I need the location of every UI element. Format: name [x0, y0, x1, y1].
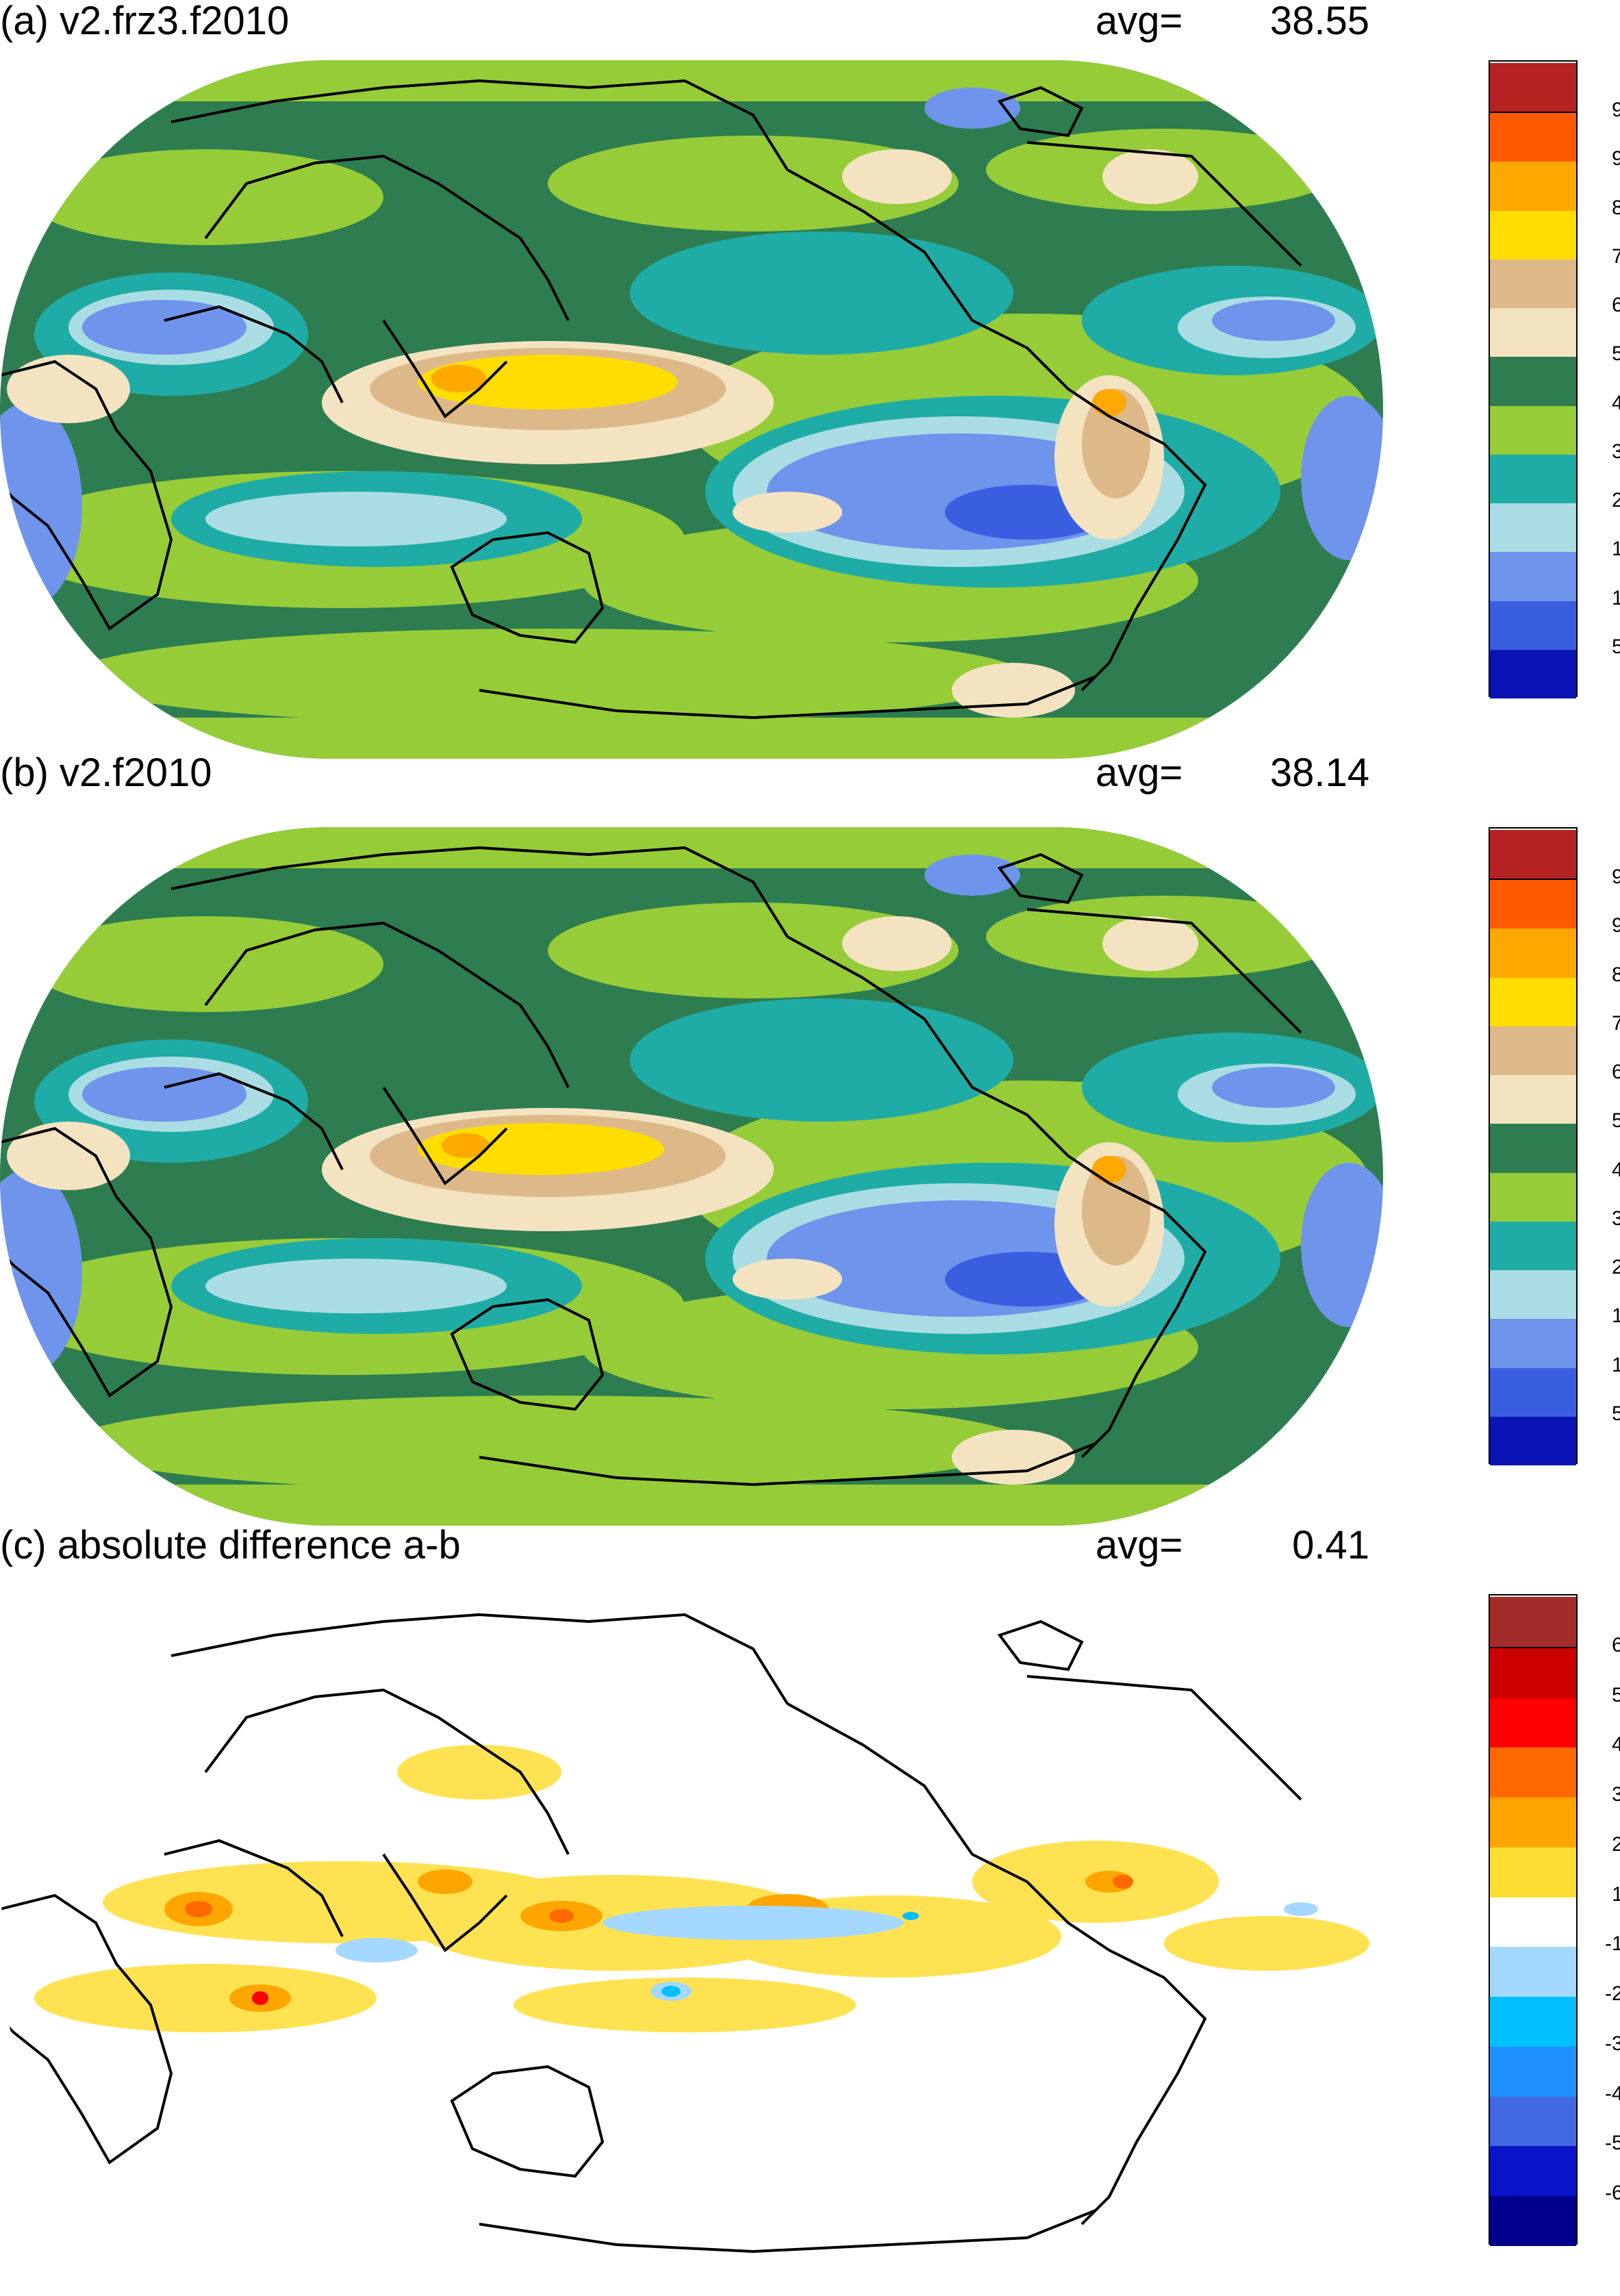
- colorbar-swatches: [1489, 60, 1578, 698]
- colorbar-swatch: [1490, 1269, 1576, 1320]
- colorbar-swatch: [1490, 502, 1576, 553]
- colorbar-tick-label: 90: [1612, 914, 1620, 937]
- colorbar-swatch: [1490, 2095, 1576, 2147]
- colorbar-swatch: [1490, 63, 1576, 112]
- colorbar-tick-label: 3: [1612, 1783, 1620, 1806]
- colorbar-swatch: [1490, 1796, 1576, 1847]
- colorbar-tick-label: 95: [1612, 866, 1620, 889]
- colorbar-tick-label: 2: [1612, 1832, 1620, 1856]
- colorbar-tick-label: 30: [1612, 440, 1620, 463]
- colorbar-tick-label: 40: [1612, 1158, 1620, 1181]
- colorbar-swatch: [1490, 1074, 1576, 1124]
- colorbar-tick-label: 1: [1612, 1882, 1620, 1906]
- colorbar-tick-label: 5: [1612, 1402, 1620, 1425]
- colorbar-tick-label: 5: [1612, 1683, 1620, 1706]
- colorbar-swatch: [1490, 599, 1576, 650]
- colorbar-swatch: [1490, 1171, 1576, 1222]
- colorbar-tick-label: 20: [1612, 489, 1620, 512]
- map-a: [0, 60, 1383, 759]
- colorbar-swatch: [1490, 2195, 1576, 2246]
- panel-title: (a) v2.frz3.f2010: [0, 0, 290, 43]
- colorbar-tick-label: -5: [1605, 2132, 1620, 2155]
- colorbar-tick-label: 70: [1612, 244, 1620, 268]
- colorbar-tick-label: 6: [1612, 1633, 1620, 1656]
- colorbar-swatch: [1490, 648, 1576, 698]
- colorbar-swatch: [1490, 1895, 1576, 1947]
- avg-label: avg=: [1096, 0, 1183, 43]
- colorbar-swatch: [1490, 976, 1576, 1026]
- panel-title: (b) v2.f2010: [0, 750, 212, 795]
- panel-title: (c) absolute difference a-b: [0, 1523, 461, 1567]
- colorbar-swatch: [1490, 1220, 1576, 1271]
- colorbar-tick-label: 95: [1612, 99, 1620, 122]
- colorbar-b: 5 10 15 20 30 40 50 60 70 80 90 95: [1489, 827, 1620, 1465]
- colorbar-swatch: [1490, 927, 1576, 978]
- colorbar-tick-label: 15: [1612, 538, 1620, 561]
- map-b: [0, 827, 1383, 1526]
- colorbar-tick-label: 30: [1612, 1207, 1620, 1230]
- colorbar-swatch: [1490, 453, 1576, 504]
- colorbar-tick-label: 10: [1612, 1353, 1620, 1376]
- colorbar-swatch: [1490, 112, 1576, 162]
- colorbar-swatch: [1490, 879, 1576, 929]
- colorbar-tick-label: 50: [1612, 342, 1620, 366]
- colorbar-swatch: [1490, 355, 1576, 406]
- colorbar-swatch: [1490, 1597, 1576, 1647]
- colorbar-swatch: [1490, 1995, 1576, 2047]
- colorbar-swatch: [1490, 257, 1576, 309]
- colorbar-swatch: [1490, 2145, 1576, 2197]
- colorbar-swatch: [1490, 1646, 1576, 1698]
- colorbar-swatches: [1489, 1594, 1578, 2246]
- colorbar-swatch: [1490, 404, 1576, 455]
- colorbar-swatch: [1490, 1746, 1576, 1798]
- avg-label: avg=: [1096, 750, 1183, 795]
- colorbar-swatch: [1490, 1415, 1576, 1465]
- colorbar-swatch: [1490, 1317, 1576, 1368]
- avg-value: 38.14: [1269, 750, 1369, 795]
- avg-label: avg=: [1096, 1523, 1183, 1567]
- colorbar-swatches: [1489, 827, 1578, 1465]
- colorbar-tick-label: 40: [1612, 391, 1620, 414]
- colorbar-swatch: [1490, 1122, 1576, 1173]
- colorbar-c: -6 -5 -4 -3 -2 -1 1 2 3 4 5 6: [1489, 1594, 1620, 2246]
- colorbar-swatch: [1490, 1366, 1576, 1417]
- colorbar-tick-label: 60: [1612, 1061, 1620, 1084]
- colorbar-tick-label: -1: [1605, 1932, 1620, 1956]
- colorbar-swatch: [1490, 160, 1576, 211]
- colorbar-tick-label: 80: [1612, 196, 1620, 219]
- colorbar-a: 5 10 15 20 30 40 50 60 70 80 90 95: [1489, 60, 1620, 698]
- colorbar-tick-label: 80: [1612, 963, 1620, 986]
- colorbar-tick-label: 50: [1612, 1109, 1620, 1133]
- colorbar-tick-label: -2: [1605, 1982, 1620, 2006]
- colorbar-tick-label: -6: [1605, 2182, 1620, 2205]
- colorbar-tick-label: 10: [1612, 586, 1620, 609]
- colorbar-swatch: [1490, 2045, 1576, 2097]
- colorbar-swatch: [1490, 307, 1576, 357]
- avg-value: 38.55: [1269, 0, 1369, 43]
- map-c: [0, 1594, 1383, 2293]
- colorbar-tick-label: 20: [1612, 1256, 1620, 1279]
- colorbar-swatch: [1490, 209, 1576, 260]
- colorbar-tick-label: 4: [1612, 1733, 1620, 1756]
- colorbar-swatch: [1490, 1024, 1576, 1076]
- colorbar-tick-label: 90: [1612, 147, 1620, 171]
- colorbar-tick-label: 70: [1612, 1011, 1620, 1035]
- colorbar-tick-label: 60: [1612, 294, 1620, 317]
- colorbar-tick-label: -4: [1605, 2082, 1620, 2105]
- colorbar-tick-label: -3: [1605, 2032, 1620, 2055]
- colorbar-swatch: [1490, 1845, 1576, 1897]
- avg-value: 0.41: [1292, 1523, 1369, 1567]
- colorbar-swatch: [1490, 830, 1576, 879]
- colorbar-swatch: [1490, 1945, 1576, 1997]
- colorbar-swatch: [1490, 1696, 1576, 1748]
- colorbar-swatch: [1490, 551, 1576, 601]
- colorbar-tick-label: 15: [1612, 1304, 1620, 1328]
- colorbar-tick-label: 5: [1612, 635, 1620, 658]
